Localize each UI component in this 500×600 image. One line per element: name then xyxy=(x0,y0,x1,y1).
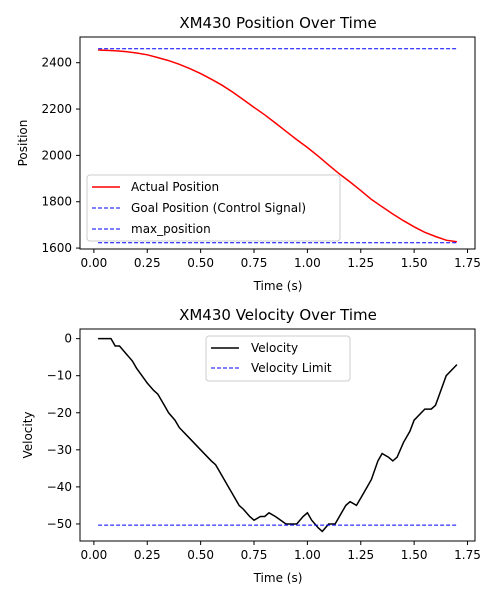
velocity-chart-title: XM430 Velocity Over Time xyxy=(179,306,377,324)
velocity-x-tick-label: 1.75 xyxy=(454,548,481,562)
velocity-y-tick-label: −50 xyxy=(47,517,72,531)
velocity-x-tick-label: 0.25 xyxy=(134,548,161,562)
velocity-x-tick-label: 0.00 xyxy=(81,548,108,562)
velocity-series-group xyxy=(98,337,458,533)
position-chart-title: XM430 Position Over Time xyxy=(179,14,376,32)
position-legend: Actual Position Goal Position (Control S… xyxy=(86,174,341,242)
velocity-series-velocity xyxy=(98,337,458,533)
position-y-tick-label: 1800 xyxy=(41,195,72,209)
position-legend-box xyxy=(86,174,341,242)
velocity-x-tick-label: 1.50 xyxy=(401,548,428,562)
position-y-ticks: 1600 1800 2000 2200 2400 xyxy=(41,56,80,255)
legend-label-velocity: Velocity xyxy=(251,341,298,355)
velocity-legend: Velocity Velocity Limit xyxy=(205,335,351,382)
velocity-legend-box xyxy=(205,335,351,382)
position-x-tick-label: 0.75 xyxy=(241,256,268,270)
position-x-tick-label: 1.50 xyxy=(401,256,428,270)
legend-label-max-position: max_position xyxy=(131,222,211,236)
position-x-tick-label: 0.00 xyxy=(81,256,108,270)
velocity-plot-frame xyxy=(79,328,476,542)
position-plot-frame xyxy=(79,36,476,250)
velocity-y-tick-label: −10 xyxy=(47,369,72,383)
velocity-y-tick-label: 0 xyxy=(64,332,72,346)
velocity-x-tick-label: 0.50 xyxy=(187,548,214,562)
position-x-tick-label: 0.25 xyxy=(134,256,161,270)
position-x-tick-label: 1.00 xyxy=(294,256,321,270)
position-y-tick-label: 2400 xyxy=(41,56,72,70)
position-x-tick-label: 0.50 xyxy=(187,256,214,270)
velocity-y-tick-label: −20 xyxy=(47,406,72,420)
velocity-y-axis-label: Velocity xyxy=(21,411,35,458)
velocity-x-tick-label: 0.75 xyxy=(241,548,268,562)
velocity-y-tick-label: −40 xyxy=(47,480,72,494)
legend-label-velocity-limit: Velocity Limit xyxy=(251,361,332,375)
position-x-tick-label: 1.75 xyxy=(454,256,481,270)
velocity-chart: XM430 Velocity Over Time 0.00 0.25 0.50 0.7… xyxy=(21,306,481,585)
velocity-x-tick-label: 1.25 xyxy=(347,548,374,562)
velocity-y-tick-label: −30 xyxy=(47,443,72,457)
position-series-actual-position xyxy=(98,49,458,243)
position-x-axis-label: Time (s) xyxy=(253,279,303,293)
velocity-x-axis-label: Time (s) xyxy=(253,571,303,585)
position-x-tick-label: 1.25 xyxy=(347,256,374,270)
position-y-tick-label: 2200 xyxy=(41,102,72,116)
velocity-x-ticks: 0.00 0.25 0.50 0.75 1.00 1.25 1.50 1.75 xyxy=(81,541,481,562)
legend-label-goal-position: Goal Position (Control Signal) xyxy=(131,201,306,215)
position-series-group xyxy=(98,48,458,244)
position-y-tick-label: 2000 xyxy=(41,148,72,162)
position-y-axis-label: Position xyxy=(16,120,30,167)
velocity-x-tick-label: 1.00 xyxy=(294,548,321,562)
velocity-y-ticks: −50 −40 −30 −20 −10 0 xyxy=(47,332,80,531)
position-y-tick-label: 1600 xyxy=(41,241,72,255)
legend-label-actual-position: Actual Position xyxy=(131,180,219,194)
position-x-ticks: 0.00 0.25 0.50 0.75 1.00 1.25 1.50 1.75 xyxy=(81,249,481,270)
position-chart: XM430 Position Over Time 0.00 0.25 0.50 0.7… xyxy=(16,14,481,293)
